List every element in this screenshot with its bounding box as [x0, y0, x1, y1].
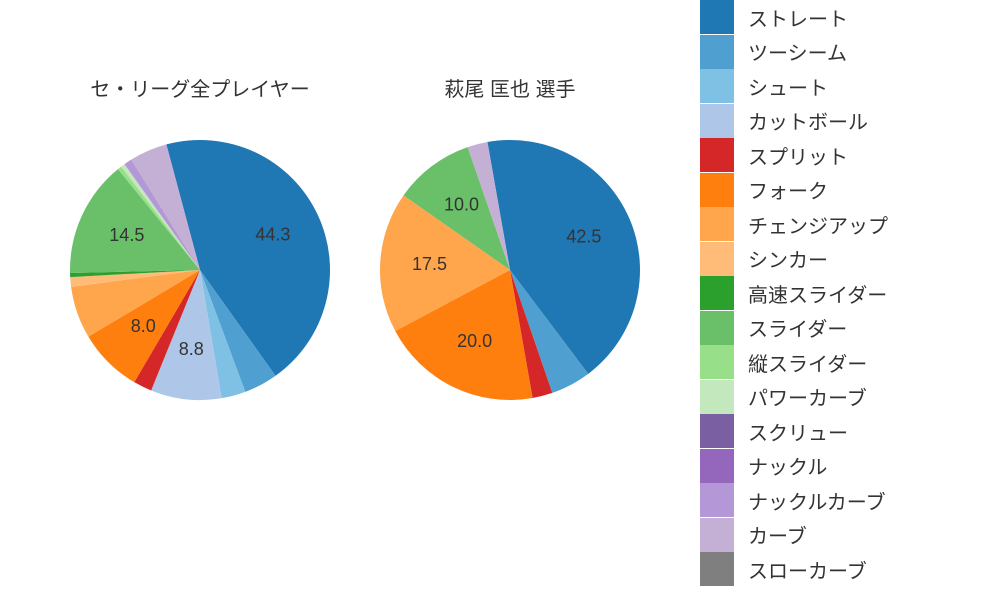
- pie-label-changeup: 17.5: [412, 254, 447, 274]
- legend-label-screw: スクリュー: [748, 417, 848, 446]
- legend-label-sinker: シンカー: [748, 244, 828, 273]
- legend-item-screw: スクリュー: [700, 414, 980, 449]
- legend-label-cut_ball: カットボール: [748, 106, 868, 135]
- pie-label-fork: 20.0: [457, 331, 492, 351]
- pie-label-fork: 8.0: [131, 316, 156, 336]
- legend-label-straight: ストレート: [748, 3, 848, 32]
- legend-item-sinker: シンカー: [700, 242, 980, 277]
- legend-swatch-knuckle: [700, 449, 734, 483]
- legend-item-power_curve: パワーカーブ: [700, 380, 980, 415]
- chart-title-1: 萩尾 匡也 選手: [444, 73, 575, 102]
- legend-swatch-fork: [700, 173, 734, 207]
- legend-label-shoot: シュート: [748, 72, 828, 101]
- legend-swatch-changeup: [700, 207, 734, 241]
- legend-item-fork: フォーク: [700, 173, 980, 208]
- legend-label-fork: フォーク: [748, 175, 828, 204]
- legend-label-changeup: チェンジアップ: [748, 210, 888, 239]
- legend-swatch-fast_slider: [700, 276, 734, 310]
- legend-label-slow_curve: スローカーブ: [748, 555, 867, 584]
- legend-item-slow_curve: スローカーブ: [700, 552, 980, 587]
- pie-label-straight: 42.5: [566, 227, 601, 247]
- legend-swatch-power_curve: [700, 380, 734, 414]
- legend-item-split: スプリット: [700, 138, 980, 173]
- chart-title-0: セ・リーグ全プレイヤー: [90, 73, 309, 102]
- legend-swatch-vert_slider: [700, 345, 734, 379]
- legend-swatch-split: [700, 138, 734, 172]
- legend-swatch-curve: [700, 518, 734, 552]
- legend-item-slider: スライダー: [700, 311, 980, 346]
- legend-item-knuckle: ナックル: [700, 449, 980, 484]
- legend-swatch-cut_ball: [700, 104, 734, 138]
- legend-label-fast_slider: 高速スライダー: [748, 279, 887, 308]
- legend-item-vert_slider: 縦スライダー: [700, 345, 980, 380]
- legend-swatch-slider: [700, 311, 734, 345]
- legend-swatch-sinker: [700, 242, 734, 276]
- legend-swatch-two_seam: [700, 35, 734, 69]
- legend-swatch-straight: [700, 0, 734, 34]
- legend-item-straight: ストレート: [700, 0, 980, 35]
- legend-item-cut_ball: カットボール: [700, 104, 980, 139]
- legend-label-power_curve: パワーカーブ: [748, 382, 867, 411]
- legend-label-knuckle: ナックル: [748, 451, 827, 480]
- legend-swatch-slow_curve: [700, 552, 734, 586]
- pie-label-slider: 14.5: [109, 225, 144, 245]
- legend-item-fast_slider: 高速スライダー: [700, 276, 980, 311]
- legend-label-two_seam: ツーシーム: [748, 37, 847, 66]
- legend-swatch-shoot: [700, 69, 734, 103]
- legend-item-two_seam: ツーシーム: [700, 35, 980, 70]
- legend-swatch-screw: [700, 414, 734, 448]
- legend: ストレートツーシームシュートカットボールスプリットフォークチェンジアップシンカー…: [700, 0, 980, 587]
- legend-label-curve: カーブ: [748, 520, 807, 549]
- legend-label-knuckle_curve: ナックルカーブ: [748, 486, 886, 515]
- legend-item-curve: カーブ: [700, 518, 980, 553]
- pie-label-straight: 44.3: [255, 224, 290, 244]
- pie-label-slider: 10.0: [444, 194, 479, 214]
- legend-swatch-knuckle_curve: [700, 483, 734, 517]
- legend-label-vert_slider: 縦スライダー: [748, 348, 867, 377]
- legend-item-knuckle_curve: ナックルカーブ: [700, 483, 980, 518]
- legend-item-changeup: チェンジアップ: [700, 207, 980, 242]
- legend-item-shoot: シュート: [700, 69, 980, 104]
- legend-label-split: スプリット: [748, 141, 848, 170]
- pie-label-cut_ball: 8.8: [179, 339, 204, 359]
- chart-container: セ・リーグ全プレイヤー 44.3 8.8 8.0 14.5 萩尾 匡也 選手 42.5 20.…: [0, 0, 1000, 600]
- legend-label-slider: スライダー: [748, 313, 847, 342]
